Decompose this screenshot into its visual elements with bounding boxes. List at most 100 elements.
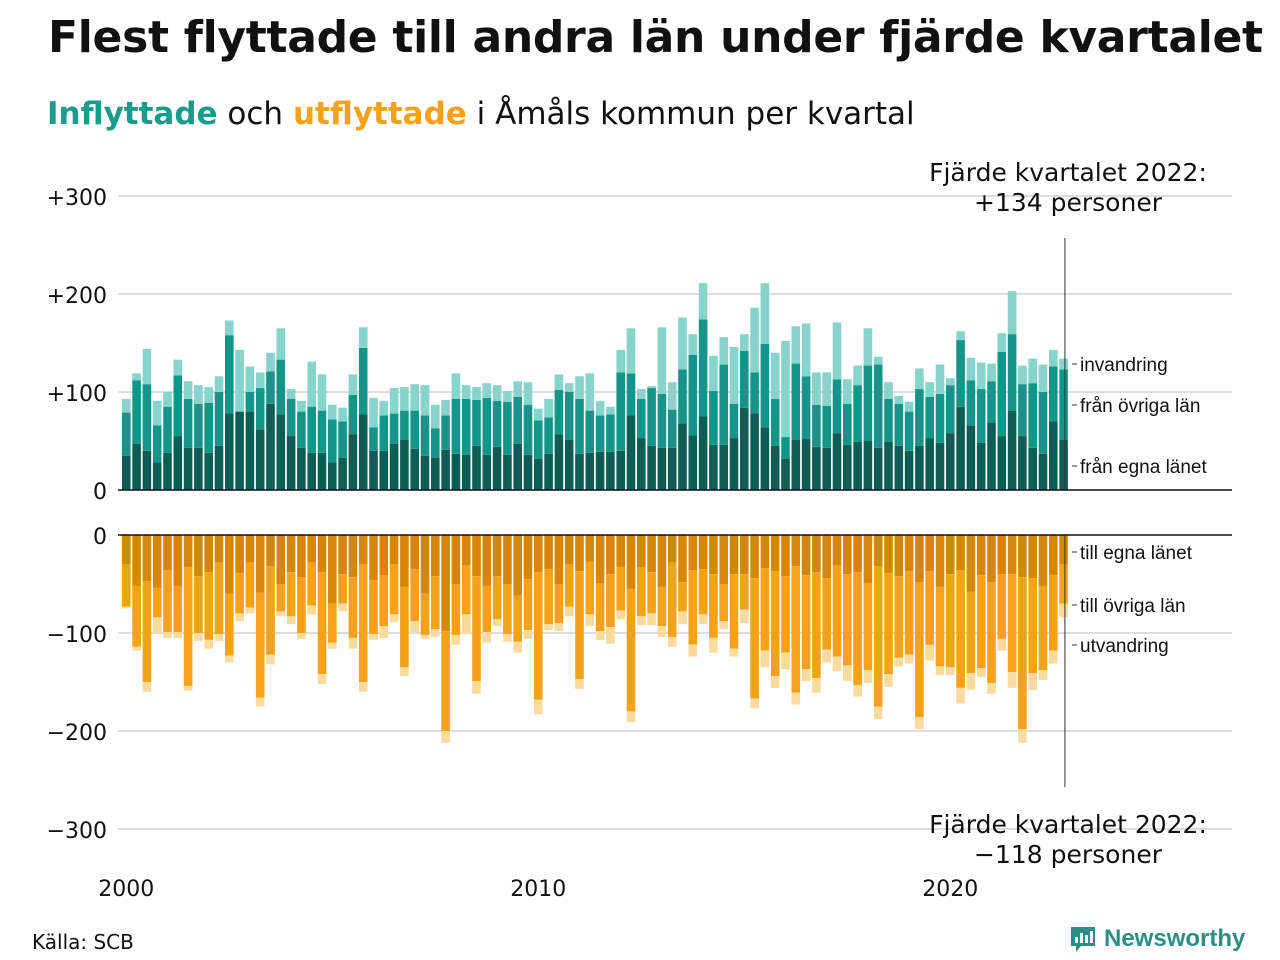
bar-out-egna xyxy=(873,535,883,567)
bar-out-egna xyxy=(389,535,399,565)
bar-out-egna xyxy=(781,535,790,577)
bar-in-invandring xyxy=(235,349,244,412)
bar-in-invandring xyxy=(379,400,389,416)
bar-out-egna xyxy=(503,535,512,584)
bar-in-invandring xyxy=(255,372,265,389)
newsworthy-logo-icon xyxy=(1071,927,1095,952)
bar-out-egna xyxy=(801,535,811,576)
bar-in-egna xyxy=(379,450,389,490)
bar-in-invandring xyxy=(935,364,945,394)
bar-in-ovriga xyxy=(904,411,914,451)
bar-in-invandring xyxy=(873,356,883,365)
bar-out-egna xyxy=(513,535,522,596)
bar-in-ovriga xyxy=(204,402,213,453)
bar-in-invandring xyxy=(194,385,203,404)
bar-out-utvandring xyxy=(1028,673,1037,690)
bar-out-ovriga xyxy=(740,574,749,610)
bar-out-egna xyxy=(688,535,698,571)
source-note: Källa: SCB xyxy=(32,930,134,954)
bar-in-egna xyxy=(863,441,873,490)
bar-out-utvandring xyxy=(801,669,811,682)
bar-out-egna xyxy=(791,535,801,567)
bar-in-ovriga xyxy=(1028,383,1037,448)
bar-in-invandring xyxy=(812,372,821,405)
bar-in-ovriga xyxy=(667,409,677,448)
bar-out-ovriga xyxy=(420,593,430,635)
bar-out-utvandring xyxy=(451,634,461,645)
bar-in-invandring xyxy=(904,401,914,412)
bar-in-egna xyxy=(461,454,471,490)
bar-out-egna xyxy=(1038,535,1048,586)
bar-in-invandring xyxy=(1018,365,1027,385)
bar-out-egna xyxy=(297,535,306,578)
bar-out-ovriga xyxy=(709,574,718,638)
bar-in-ovriga xyxy=(163,406,172,453)
bar-in-invandring xyxy=(472,387,481,400)
brand: Newsworthy xyxy=(1068,924,1245,954)
bar-in-egna xyxy=(719,444,728,490)
bar-in-ovriga xyxy=(523,404,533,455)
bar-in-egna xyxy=(255,429,265,490)
bar-in-invandring xyxy=(822,372,831,406)
bar-out-egna xyxy=(307,535,316,563)
bar-out-egna xyxy=(843,535,852,575)
bar-out-ovriga xyxy=(194,576,203,633)
bar-out-ovriga xyxy=(853,572,862,685)
bar-in-egna xyxy=(781,458,790,490)
bar-out-ovriga xyxy=(812,572,821,679)
bar-in-egna xyxy=(286,436,296,490)
bar-in-ovriga xyxy=(946,385,955,434)
bar-out-egna xyxy=(369,535,378,581)
bar-out-utvandring xyxy=(575,679,584,689)
bar-out-egna xyxy=(194,535,203,577)
bar-out-egna xyxy=(266,535,275,567)
bar-in-invandring xyxy=(441,399,450,416)
annotation-top-line2: +134 personer xyxy=(974,188,1163,217)
bar-out-ovriga xyxy=(400,586,409,668)
bar-in-egna xyxy=(698,416,708,490)
bar-out-egna xyxy=(709,535,718,575)
bar-in-ovriga xyxy=(709,391,718,445)
bar-in-invandring xyxy=(729,346,739,404)
bar-in-invandring xyxy=(884,382,893,399)
bar-in-egna xyxy=(987,422,996,490)
bar-out-egna xyxy=(904,535,914,572)
bar-out-egna xyxy=(729,535,739,575)
bar-in-invandring xyxy=(616,349,625,373)
bar-in-invandring xyxy=(770,352,780,399)
bar-in-ovriga xyxy=(740,350,749,408)
bar-in-ovriga xyxy=(1038,392,1048,454)
bar-in-ovriga xyxy=(657,393,667,448)
bar-out-utvandring xyxy=(863,670,873,683)
bar-out-egna xyxy=(946,535,955,575)
bar-in-egna xyxy=(884,441,893,490)
bar-out-egna xyxy=(657,535,667,587)
bar-in-invandring xyxy=(863,328,873,366)
bar-in-egna xyxy=(503,454,512,490)
bar-out-ovriga xyxy=(163,570,172,633)
bar-out-ovriga xyxy=(348,577,358,638)
bar-in-egna xyxy=(235,411,244,490)
bar-out-ovriga xyxy=(245,562,255,608)
bar-in-invandring xyxy=(461,385,471,399)
bar-in-invandring xyxy=(173,359,183,376)
bar-in-ovriga xyxy=(997,351,1007,437)
bar-out-egna xyxy=(863,535,873,584)
bar-in-invandring xyxy=(523,382,533,405)
bar-in-invandring xyxy=(801,323,811,377)
bar-out-egna xyxy=(812,535,821,573)
brand-name: Newsworthy xyxy=(1104,925,1246,952)
bar-in-egna xyxy=(214,445,224,490)
bar-out-ovriga xyxy=(132,585,141,647)
bar-in-ovriga xyxy=(554,390,564,435)
bar-out-ovriga xyxy=(235,573,244,614)
bar-out-egna xyxy=(925,535,934,572)
bar-out-egna xyxy=(637,535,646,568)
bar-out-egna xyxy=(595,535,605,584)
bar-out-ovriga xyxy=(637,567,646,617)
bar-out-utvandring xyxy=(122,606,131,609)
bar-in-egna xyxy=(266,403,275,490)
bar-out-utvandring xyxy=(946,667,955,676)
bar-out-utvandring xyxy=(328,642,337,649)
bar-out-egna xyxy=(348,535,358,578)
